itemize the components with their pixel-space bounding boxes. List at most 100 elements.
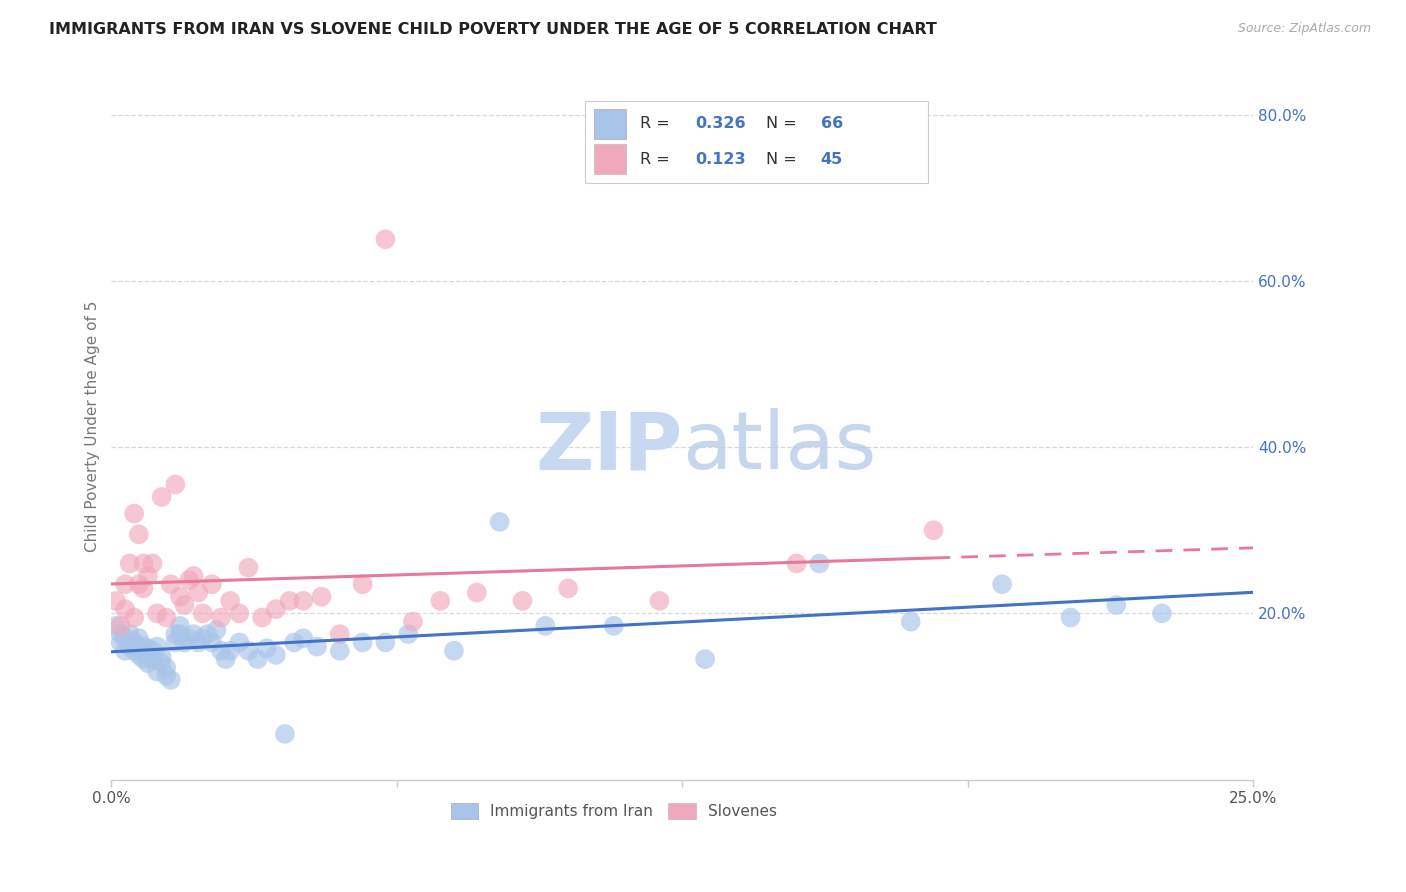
Text: 0.326: 0.326 xyxy=(695,116,745,131)
Point xyxy=(128,648,150,662)
Point xyxy=(150,490,173,504)
Point xyxy=(264,602,287,616)
Point xyxy=(110,627,132,641)
Point xyxy=(122,635,145,649)
Point xyxy=(128,640,150,654)
Point xyxy=(311,590,333,604)
Point xyxy=(122,610,145,624)
Point xyxy=(1059,610,1081,624)
Point xyxy=(177,632,200,646)
Point xyxy=(238,644,260,658)
Point xyxy=(329,644,352,658)
Point xyxy=(209,644,232,658)
Point xyxy=(114,632,136,646)
Point xyxy=(136,641,159,656)
Point xyxy=(136,657,159,671)
Point xyxy=(786,557,808,571)
Point xyxy=(209,610,232,624)
Point xyxy=(1150,607,1173,621)
Point xyxy=(136,569,159,583)
Text: atlas: atlas xyxy=(682,409,877,486)
Point xyxy=(648,594,671,608)
Point xyxy=(187,635,209,649)
Point xyxy=(991,577,1014,591)
Point xyxy=(352,635,374,649)
Point xyxy=(118,557,141,571)
Point xyxy=(136,648,159,662)
Point xyxy=(114,602,136,616)
Point xyxy=(155,669,177,683)
Point xyxy=(169,619,191,633)
Point xyxy=(201,635,224,649)
Point xyxy=(219,594,242,608)
Point xyxy=(374,232,396,246)
Point xyxy=(922,523,945,537)
Text: ZIP: ZIP xyxy=(536,409,682,486)
Point xyxy=(256,641,278,656)
Text: R =: R = xyxy=(640,116,675,131)
Point xyxy=(173,635,195,649)
Text: N =: N = xyxy=(766,116,801,131)
Point xyxy=(603,619,626,633)
Point xyxy=(191,632,214,646)
Bar xyxy=(595,109,627,138)
Text: N =: N = xyxy=(766,152,801,167)
Point xyxy=(274,727,297,741)
Point xyxy=(183,569,205,583)
Point xyxy=(165,477,187,491)
Text: Source: ZipAtlas.com: Source: ZipAtlas.com xyxy=(1237,22,1371,36)
Point xyxy=(374,635,396,649)
Point xyxy=(465,585,488,599)
Point xyxy=(132,640,155,654)
Text: 66: 66 xyxy=(821,116,842,131)
Point xyxy=(132,557,155,571)
Point xyxy=(110,635,132,649)
Point xyxy=(141,652,163,666)
Point xyxy=(159,673,181,687)
Point xyxy=(141,557,163,571)
Point xyxy=(114,644,136,658)
Point xyxy=(177,573,200,587)
Point xyxy=(283,635,305,649)
Point xyxy=(150,657,173,671)
Point xyxy=(155,660,177,674)
Point xyxy=(900,615,922,629)
Point xyxy=(305,640,328,654)
Point xyxy=(201,577,224,591)
Point xyxy=(292,594,315,608)
Point xyxy=(238,560,260,574)
Point xyxy=(488,515,510,529)
Point xyxy=(132,644,155,658)
Text: 0.123: 0.123 xyxy=(695,152,745,167)
Point xyxy=(128,632,150,646)
Point xyxy=(1105,598,1128,612)
Point xyxy=(205,623,228,637)
Point xyxy=(132,582,155,596)
Point xyxy=(292,632,315,646)
Point xyxy=(191,607,214,621)
Point xyxy=(183,627,205,641)
Point xyxy=(165,635,187,649)
Point xyxy=(132,652,155,666)
Point xyxy=(219,644,242,658)
Point xyxy=(396,627,419,641)
Point xyxy=(173,598,195,612)
Point xyxy=(278,594,301,608)
Text: 45: 45 xyxy=(821,152,842,167)
Point xyxy=(118,627,141,641)
Point xyxy=(104,619,127,633)
Point xyxy=(329,627,352,641)
Point xyxy=(808,557,831,571)
Point xyxy=(228,635,250,649)
Point xyxy=(165,627,187,641)
Point xyxy=(122,644,145,658)
Point xyxy=(122,507,145,521)
Point xyxy=(246,652,269,666)
Point xyxy=(557,582,579,596)
Point xyxy=(146,607,169,621)
Point xyxy=(150,649,173,664)
FancyBboxPatch shape xyxy=(585,102,928,183)
Point xyxy=(352,577,374,591)
Point xyxy=(128,527,150,541)
Point xyxy=(402,615,425,629)
